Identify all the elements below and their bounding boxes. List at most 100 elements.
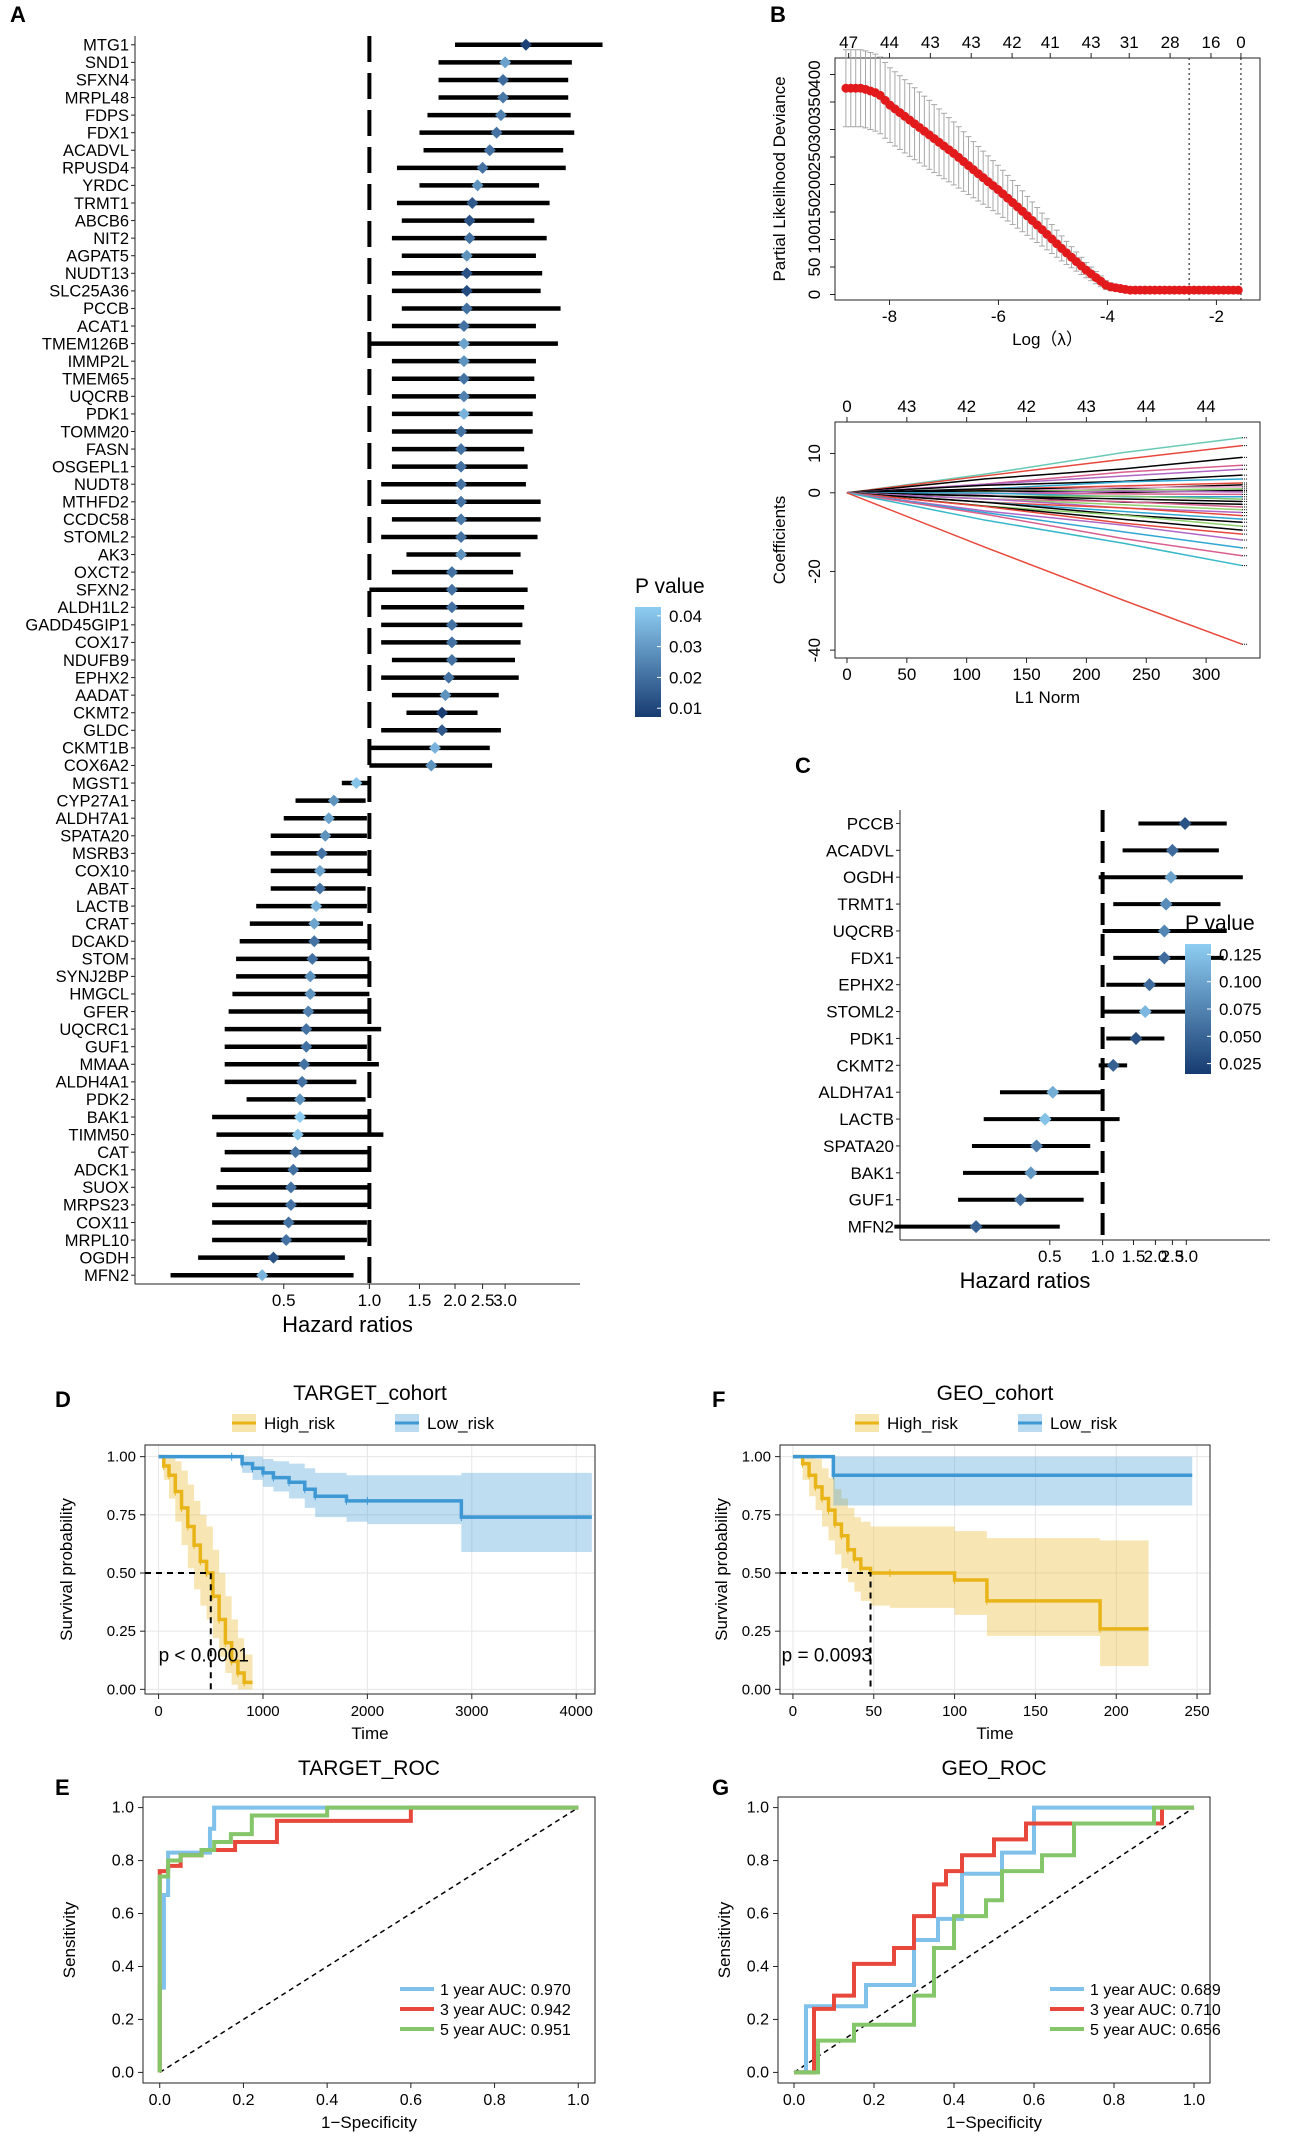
gene-label: LACTB	[839, 1110, 894, 1129]
gene-label: OGDH	[80, 1249, 130, 1267]
gene-label: GADD45GIP1	[25, 617, 129, 635]
legend-tick-label: 0.04	[669, 607, 702, 626]
y-tick-label: 1.00	[742, 1449, 771, 1466]
hr-point	[457, 337, 470, 350]
gene-label: MFN2	[84, 1267, 129, 1285]
gene-label: CYP27A1	[57, 792, 129, 810]
gene-label: SLC25A36	[49, 283, 129, 301]
coef-path	[846, 492, 1243, 567]
x-axis-title: Hazard ratios	[960, 1268, 1091, 1293]
gene-label: UQCRB	[69, 388, 129, 406]
hr-point	[455, 548, 468, 561]
gene-label: COX17	[75, 634, 129, 652]
hr-point	[1046, 1085, 1060, 1099]
top-tick-label: 42	[957, 397, 976, 416]
gene-label: STOM	[82, 951, 129, 969]
hr-point	[425, 759, 438, 772]
y-tick-label: 1.00	[107, 1449, 136, 1466]
hr-point	[1129, 1031, 1143, 1045]
hr-point	[1030, 1139, 1044, 1153]
hr-point	[439, 689, 452, 702]
y-axis-title: Survival probability	[712, 1498, 731, 1641]
legend-label: 1 year AUC: 0.970	[440, 1982, 571, 1999]
hr-point	[455, 443, 468, 456]
gene-label: PCCB	[847, 814, 894, 833]
top-tick-label: 0	[842, 397, 851, 416]
gene-label: FASN	[86, 441, 129, 459]
hr-point	[1157, 951, 1171, 965]
legend-tick-label: 0.025	[1219, 1055, 1262, 1074]
hr-point	[300, 1023, 313, 1036]
y-axis-title: Sensitivity	[715, 1901, 734, 1978]
x-tick-label: 2.5	[471, 1291, 495, 1310]
gene-label: RPUSD4	[62, 160, 129, 178]
gene-label: AK3	[98, 546, 129, 564]
y-tick-label: 0	[805, 488, 824, 497]
hr-point	[445, 654, 458, 666]
gene-label: SPATA20	[60, 828, 129, 846]
gene-label: LACTB	[76, 898, 129, 916]
gene-label: FDX1	[851, 949, 894, 968]
top-tick-label: 47	[839, 33, 858, 52]
gene-label: DCAKD	[71, 933, 129, 951]
gene-label: MGST1	[72, 775, 129, 793]
legend-label: 1 year AUC: 0.689	[1090, 1982, 1221, 1999]
gene-label: TRMT1	[837, 895, 894, 914]
gene-label: CAT	[97, 1144, 129, 1162]
gene-label: OXCT2	[74, 564, 129, 582]
hr-point	[313, 882, 326, 895]
gene-label: PDK1	[850, 1029, 894, 1048]
x-tick-label: 1.0	[567, 2092, 589, 2109]
gene-label: ALDH4A1	[56, 1074, 129, 1092]
chart-title: TARGET_cohort	[293, 1382, 447, 1405]
coef-path	[846, 492, 1243, 535]
hr-point	[284, 1181, 297, 1194]
y-axis-title: Partial Likelihood Deviance	[770, 76, 789, 281]
gene-label: SND1	[85, 54, 129, 72]
hr-point	[460, 284, 473, 297]
cv-point	[1233, 285, 1243, 295]
y-tick-label: 0.50	[107, 1565, 136, 1582]
hr-point	[1038, 1112, 1052, 1126]
hr-point	[296, 1075, 309, 1088]
plot-frame	[142, 1796, 596, 2084]
gene-label: PCCB	[83, 300, 129, 318]
x-tick-label: 0.0	[783, 2092, 805, 2109]
x-tick-label: 2.0	[1144, 1247, 1168, 1266]
gene-label: NDUFB9	[63, 652, 129, 670]
gene-label: STOML2	[826, 1003, 894, 1022]
diagonal-line	[159, 1806, 579, 2074]
hr-point	[1138, 1005, 1152, 1019]
gene-label: SYNJ2BP	[56, 968, 129, 986]
hr-point	[455, 460, 468, 473]
x-tick-label: 1.5	[408, 1291, 432, 1310]
x-axis-title: Hazard ratios	[282, 1312, 413, 1337]
gene-label: AGPAT5	[66, 247, 129, 265]
plot-frame	[779, 1444, 1211, 1695]
x-axis-title: 1−Specificity	[946, 2113, 1042, 2132]
gene-label: EPHX2	[838, 976, 894, 995]
y-tick-label: 0.4	[747, 1958, 769, 1975]
gene-label: ALDH7A1	[56, 810, 129, 828]
gene-label: CKMT2	[836, 1056, 894, 1075]
hr-point	[457, 390, 470, 403]
y-tick-label: -20	[805, 559, 824, 584]
gene-label: BAK1	[851, 1164, 894, 1183]
coef-path	[846, 456, 1243, 494]
top-tick-label: 43	[897, 397, 916, 416]
x-axis-title: Time	[351, 1724, 388, 1743]
x-tick-label: 0	[789, 1703, 797, 1720]
confidence-band	[792, 1456, 1149, 1667]
y-tick-label: -40	[805, 638, 824, 663]
hr-point	[1142, 978, 1156, 992]
hr-point	[315, 847, 328, 860]
gene-label: SUOX	[82, 1179, 129, 1197]
x-axis-title: Log（λ）	[1012, 330, 1083, 349]
legend-label: 5 year AUC: 0.656	[1090, 2022, 1221, 2039]
hr-point	[287, 1163, 300, 1176]
x-tick-label: 0.8	[483, 2092, 505, 2109]
legend-tick-label: 0.02	[669, 668, 702, 687]
legend-label: Low_risk	[1050, 1414, 1118, 1433]
hr-point	[428, 741, 441, 754]
gene-label: MRPS23	[63, 1197, 129, 1215]
